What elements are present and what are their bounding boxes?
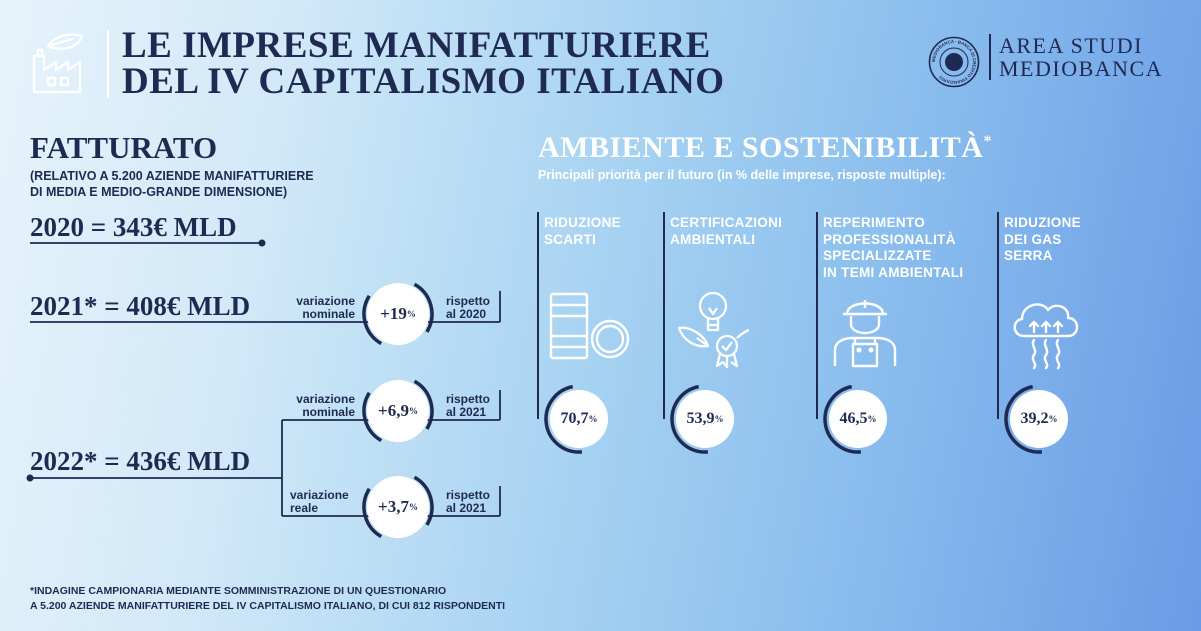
variation-label-2022-nominal: variazione nominale <box>296 392 355 419</box>
variation-value-2021: +19% <box>367 283 429 345</box>
mediobanca-seal-icon: MEDIOBANCA · BANCA DI CREDITO FINANZIARI… <box>928 36 980 88</box>
item-ring-4: 39,2% <box>1003 383 1075 455</box>
fatturato-subtitle-line1: (RELATIVO A 5.200 AZIENDE MANIFATTURIERE <box>30 169 314 183</box>
cloud-gas-icon <box>1013 303 1079 370</box>
reference-label-2022-nominal: rispetto al 2021 <box>446 392 491 419</box>
reference-label-2021: rispetto al 2020 <box>446 294 491 321</box>
variation-ring-2022-nominal: +6,9% <box>361 374 435 448</box>
item-label-1: RIDUZIONE SCARTI <box>544 215 621 247</box>
item-label-2: CERTIFICAZIONI AMBIENTALI <box>670 215 783 247</box>
revenue-2022: 2022* = 436€ MLD <box>30 446 251 476</box>
item-value-3: 46,5% <box>829 390 887 448</box>
item-line-4 <box>997 212 999 419</box>
page-title-line1: LE IMPRESE MANIFATTURIERE <box>122 25 711 66</box>
ring-arc <box>1004 384 1074 454</box>
variation-value-2022-nominal: +6,9% <box>367 380 429 442</box>
variation-value-2022-real: +3,7% <box>367 476 429 538</box>
fatturato-heading: FATTURATO <box>30 130 218 165</box>
item-line-3 <box>816 212 818 419</box>
item-line-2 <box>663 212 665 419</box>
ring-arc <box>670 384 740 454</box>
item-ring-3: 46,5% <box>822 383 894 455</box>
ambiente-subtitle: Principali priorità per il futuro (in % … <box>538 168 946 182</box>
item-line-1 <box>537 212 539 419</box>
brand-line1: AREA STUDI <box>999 33 1143 58</box>
footnote-line2: A 5.200 AZIENDE MANIFATTURIERE DEL IV CA… <box>30 600 506 612</box>
ring-arc <box>823 384 893 454</box>
ring-arc <box>544 384 614 454</box>
barrels-icon <box>549 292 630 360</box>
fatturato-subtitle-line2: DI MEDIA E MEDIO-GRANDE DIMENSIONE) <box>30 185 288 199</box>
variation-ring-2022-real: +3,7% <box>361 470 435 544</box>
brand-line2: MEDIOBANCA <box>999 56 1164 81</box>
reference-label-2022-real: rispetto al 2021 <box>446 488 491 515</box>
lightbulb-leaves-icon <box>677 291 750 369</box>
footnote-line1: *INDAGINE CAMPIONARIA MEDIANTE SOMMINIST… <box>30 585 447 597</box>
header-divider <box>107 30 109 98</box>
ring-arc <box>362 471 434 543</box>
ring-arc <box>362 278 434 350</box>
item-value-2: 53,9% <box>676 390 734 448</box>
factory-leaf-icon <box>32 33 84 94</box>
item-value-4: 39,2% <box>1010 390 1068 448</box>
revenue-2021: 2021* = 408€ MLD <box>30 291 251 321</box>
item-value-1: 70,7% <box>550 390 608 448</box>
variation-label-2021: variazione nominale <box>296 294 355 321</box>
item-ring-2: 53,9% <box>669 383 741 455</box>
brand-divider <box>989 34 991 80</box>
ring-arc <box>362 375 434 447</box>
item-label-4: RIDUZIONE DEI GAS SERRA <box>1004 215 1081 263</box>
variation-label-2022-real: variazione reale <box>290 488 349 515</box>
item-label-3: REPERIMENTO PROFESSIONALITÀ SPECIALIZZATE… <box>823 215 964 280</box>
page-title-line2: DEL IV CAPITALISMO ITALIANO <box>122 61 725 102</box>
item-ring-1: 70,7% <box>543 383 615 455</box>
worker-icon <box>833 300 897 368</box>
revenue-2020: 2020 = 343€ MLD <box>30 212 237 242</box>
footnote: *INDAGINE CAMPIONARIA MEDIANTE SOMMINIST… <box>30 584 505 614</box>
ambiente-heading: AMBIENTE E SOSTENIBILITÀ* <box>538 131 992 164</box>
variation-ring-2021: +19% <box>361 277 435 351</box>
